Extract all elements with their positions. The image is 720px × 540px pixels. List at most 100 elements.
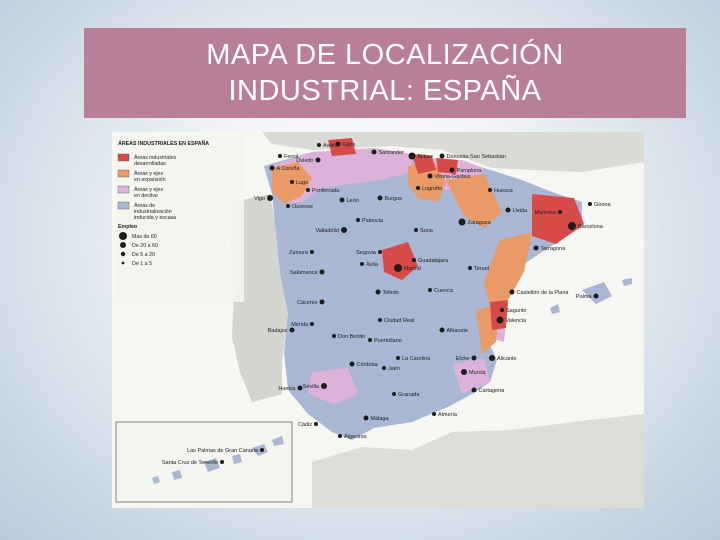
city-dot [471,387,477,393]
city-label: A Coruña [277,166,301,172]
legend-employment-dot-1 [120,242,126,248]
city-dot [439,153,445,159]
city-dot [360,262,364,266]
city-label: Ciudad Real [384,318,414,324]
city-label: Soria [420,228,434,234]
city-dot [289,327,295,333]
city-dot [356,218,360,222]
city-dot [260,448,264,452]
city-label: Huesca [494,188,514,194]
developed-barcelona [532,194,584,244]
developed-asturias [328,138,356,156]
city-dot [297,385,303,391]
city-label: Lugo [296,180,308,186]
city-dot [314,422,318,426]
city-label: Badajoz [268,328,288,334]
city-label: Santa Cruz de Tenerife [162,460,218,466]
city-dot [533,245,539,251]
city-label: Vigo [254,196,265,202]
legend-area-label: Áreas y ejes [134,186,163,193]
legend-area-label: industrialización [134,209,172,215]
city-label: Oviedo [296,158,313,164]
developed-gipuzkoa [436,158,458,174]
city-dot [439,327,445,333]
city-label: Bilbao [418,154,433,160]
declive-sevilla [308,368,358,404]
city-dot [489,355,495,361]
city-dot [269,165,275,171]
legend-area-label: Áreas industriales [134,154,176,161]
city-label: Logroño [422,186,442,192]
expansion-mediterranean [484,232,532,308]
africa-land [312,414,644,508]
city-label: Las Palmas de Gran Canaria [187,448,259,454]
city-label: Toledo [383,290,399,296]
city-dot [335,141,341,147]
legend-employment-dot-3 [121,261,125,265]
legend-heading: ÁREAS INDUSTRIALES EN ESPAÑA [118,140,209,147]
city-dot [378,318,382,322]
city-label: Cartagena [479,388,506,394]
city-dot [488,188,492,192]
legend-employment-dot-2 [120,251,126,257]
legend-employment-label: De 1 a 5 [132,261,152,267]
legend-swatch-2 [117,185,130,194]
city-label: Cáceres [297,300,318,306]
menorca-island [622,278,632,286]
city-label: Jaén [388,366,400,372]
city-label: Salamanca [290,270,318,276]
city-dot [427,173,433,179]
city-dot [432,412,436,416]
legend-area-label: en declive [134,193,158,199]
legend-employment-dot-0 [119,232,127,240]
city-label: Tarragona [541,246,567,252]
city-dot [588,202,592,206]
legend-employment-label: Más de 60 [132,234,157,240]
legend: ÁREAS INDUSTRIALES EN ESPAÑA Áreas indust… [117,140,209,267]
title-line-2: INDUSTRIAL: ESPAÑA [228,75,542,107]
city-dot [338,434,342,438]
city-label: Lleida [513,208,529,214]
city-label: Zamora [289,250,309,256]
city-dot [412,258,416,262]
city-dot [290,180,294,184]
city-label: Huelva [278,386,296,392]
city-dot [315,157,321,163]
city-dot [382,366,386,370]
city-dot [396,356,400,360]
city-label: Ourense [292,204,313,210]
city-dot [500,308,504,312]
legend-employment-label: De 20 a 60 [132,243,158,249]
city-dot [278,154,282,158]
city-label: Teruel [474,266,489,272]
legend-employment-title: Empleo [118,224,138,230]
city-label: Vitoria-Gasteiz [435,174,471,180]
city-label: Palma [576,294,593,300]
legend-swatch-0 [117,153,130,162]
title-banner: MAPA DE LOCALIZACIÓN INDUSTRIAL: ESPAÑA [84,28,686,118]
legend-box [116,136,244,302]
city-label: Santander [379,150,405,156]
city-dot [568,222,576,230]
city-dot [375,289,381,295]
city-dot [377,195,383,201]
city-dot [319,269,325,275]
city-dot [310,250,314,254]
city-label: Albacete [447,328,468,334]
city-dot [449,167,455,173]
city-markers: Avilés Gijón Santander Bilbao Donostia-San S… [162,141,611,466]
city-dot [458,218,466,226]
mallorca-island [582,282,612,304]
legend-area-label: desarrolladas [134,161,166,167]
expansion-aragon [446,174,502,228]
legend-employment-label: De 5 a 20 [132,252,155,258]
city-dot [496,316,504,324]
city-dot [310,322,314,326]
city-label: Girona [594,202,611,208]
declive-murcia [452,358,490,394]
city-label: Ponferrada [312,188,340,194]
city-label: Ávila [366,261,379,268]
city-dot [332,334,336,338]
city-dot [468,266,472,270]
developed-madrid [382,242,418,280]
